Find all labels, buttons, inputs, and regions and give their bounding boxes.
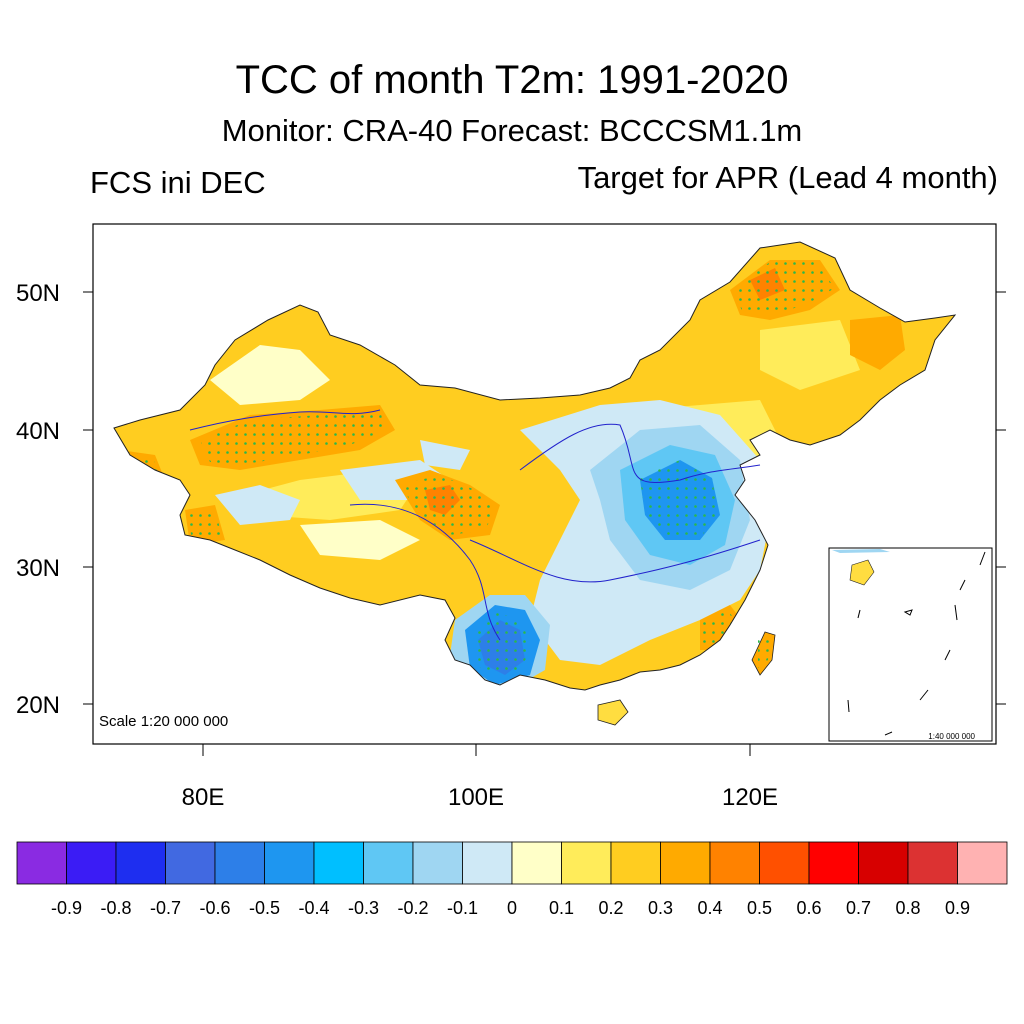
colorbar-swatch [313,841,364,885]
colorbar-tick-label: 0.4 [697,898,722,918]
colorbar-swatch [759,841,810,885]
colorbar-tick-label: 0.9 [945,898,970,918]
colorbar-swatch [115,841,166,885]
colorbar-swatch [858,841,909,885]
chart-subtitle: Monitor: CRA-40 Forecast: BCCCSM1.1m [221,113,803,148]
colorbar-swatch [957,841,1008,885]
inset-scale: 1:40 000 000 [928,732,975,741]
lon-ticks [202,744,751,756]
colorbar-swatch [412,841,463,885]
lon-label-120e: 120E [722,784,778,811]
colorbar-tick-label: -0.4 [298,898,329,918]
colorbar-tick-label: 0.7 [846,898,871,918]
colorbar-tick-label: -0.1 [447,898,478,918]
colorbar-tick-label: 0.6 [796,898,821,918]
colorbar-swatch [709,841,760,885]
colorbar-swatch [165,841,216,885]
colorbar-tick-label: -0.9 [51,898,82,918]
colorbar-swatch [610,841,661,885]
colorbar-swatch [66,841,117,885]
colorbar-swatch [264,841,315,885]
south-china-sea-inset: 1:40 000 000 [828,547,993,742]
colorbar-swatch [907,841,958,885]
target-label: Target for APR (Lead 4 month) [577,160,998,195]
colorbar-tick-label: -0.2 [397,898,428,918]
china-correlation-field [113,241,957,726]
colorbar [16,841,1008,885]
colorbar-swatch [511,841,562,885]
colorbar-tick-label: 0.1 [549,898,574,918]
colorbar-swatch [214,841,265,885]
colorbar-swatch [660,841,711,885]
lat-label-30n: 30N [16,555,60,582]
lat-label-50n: 50N [16,280,60,307]
colorbar-swatch [462,841,513,885]
colorbar-tick-label: -0.7 [150,898,181,918]
colorbar-tick-label: 0.5 [747,898,772,918]
colorbar-tick-label: -0.3 [348,898,379,918]
init-label: FCS ini DEC [90,165,266,200]
colorbar-tick-label: -0.8 [100,898,131,918]
colorbar-tick-label: -0.6 [199,898,230,918]
lat-label-40n: 40N [16,418,60,445]
colorbar-tick-label: 0.3 [648,898,673,918]
colorbar-swatch [808,841,859,885]
lat-label-20n: 20N [16,692,60,719]
lat-ticks [83,291,1006,705]
colorbar-labels: -0.9 -0.8 -0.7 -0.6 -0.5 -0.4 -0.3 -0.2 -0.1 0 0.1… [51,898,970,918]
colorbar-swatch [561,841,612,885]
colorbar-tick-label: 0.8 [895,898,920,918]
colorbar-swatch [16,841,67,885]
colorbar-swatch [363,841,414,885]
colorbar-tick-label: 0 [507,898,517,918]
colorbar-tick-label: -0.5 [249,898,280,918]
lon-label-100e: 100E [448,784,504,811]
chart-title: TCC of month T2m: 1991-2020 [235,58,789,102]
lon-label-80e: 80E [182,784,225,811]
colorbar-tick-label: 0.2 [598,898,623,918]
map-scale: Scale 1:20 000 000 [99,713,228,730]
